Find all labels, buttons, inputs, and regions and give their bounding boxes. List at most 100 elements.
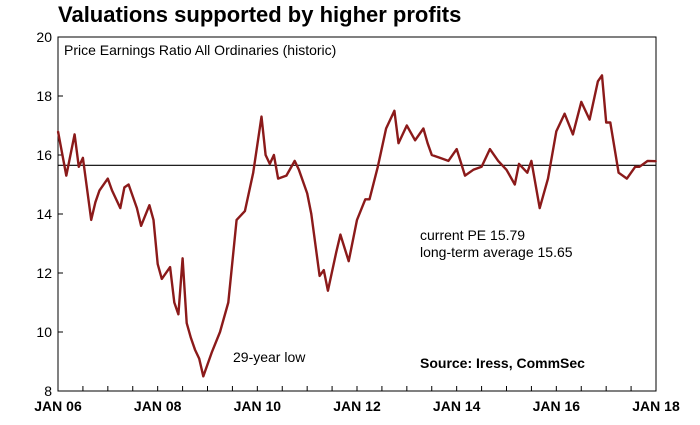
data-point bbox=[555, 130, 558, 133]
data-point bbox=[235, 219, 238, 221]
data-point bbox=[322, 269, 325, 271]
data-point bbox=[94, 201, 97, 204]
x-axis: JAN 06 JAN 08 JAN 10 JAN 12 JAN 14 JAN 16 JAN … bbox=[34, 386, 680, 414]
annotation-long-term-average: long-term average 15.65 bbox=[420, 244, 573, 260]
data-point bbox=[293, 160, 296, 162]
data-point bbox=[655, 160, 657, 163]
data-point bbox=[65, 174, 68, 177]
data-point bbox=[580, 101, 583, 103]
chart-title: Valuations supported by higher profits bbox=[58, 2, 462, 27]
data-point bbox=[260, 115, 263, 118]
data-point bbox=[73, 133, 76, 136]
x-tick-label: JAN 14 bbox=[433, 398, 481, 414]
data-point bbox=[136, 207, 138, 210]
y-tick-label: 18 bbox=[36, 88, 52, 104]
data-point bbox=[464, 174, 466, 177]
annotation-source: Source: Iress, CommSec bbox=[420, 355, 585, 371]
y-tick-label: 20 bbox=[36, 29, 52, 45]
data-point bbox=[364, 198, 367, 201]
data-point bbox=[202, 375, 205, 378]
chart-subtitle: Price Earnings Ratio All Ordinaries (his… bbox=[64, 42, 336, 58]
data-point bbox=[181, 257, 184, 260]
data-point bbox=[98, 189, 101, 192]
data-point bbox=[90, 219, 93, 221]
data-point bbox=[339, 233, 342, 236]
data-point bbox=[185, 322, 188, 324]
data-point bbox=[414, 139, 416, 142]
data-point bbox=[57, 130, 59, 133]
data-point bbox=[173, 301, 176, 304]
data-point bbox=[306, 192, 309, 195]
data-point bbox=[335, 251, 338, 254]
data-point bbox=[285, 174, 288, 177]
data-point bbox=[177, 313, 180, 316]
data-point bbox=[626, 177, 628, 180]
annotation-29-year-low: 29-year low bbox=[233, 349, 306, 365]
data-point bbox=[547, 177, 549, 180]
data-point bbox=[597, 80, 599, 83]
y-tick-label: 16 bbox=[36, 147, 52, 163]
data-point bbox=[244, 210, 246, 213]
data-point bbox=[264, 154, 267, 156]
x-tick-label: JAN 08 bbox=[134, 398, 182, 414]
data-point bbox=[376, 165, 379, 168]
x-tick-label: JAN 06 bbox=[34, 398, 82, 414]
data-point bbox=[273, 154, 275, 156]
data-point bbox=[455, 148, 458, 151]
data-point bbox=[152, 219, 155, 221]
data-point bbox=[227, 301, 230, 304]
data-point bbox=[160, 278, 163, 280]
y-axis: 8 10 12 14 16 18 20 bbox=[36, 29, 63, 399]
data-point bbox=[127, 183, 130, 186]
data-point bbox=[397, 142, 400, 145]
data-point bbox=[368, 198, 371, 201]
data-point bbox=[530, 160, 533, 162]
data-point bbox=[119, 207, 122, 210]
pe-ratio-series-line bbox=[56, 74, 657, 378]
data-point bbox=[385, 127, 387, 130]
data-point bbox=[638, 165, 641, 168]
data-point bbox=[563, 112, 566, 115]
y-tick-label: 12 bbox=[36, 265, 52, 281]
data-point bbox=[538, 207, 541, 210]
data-point bbox=[210, 351, 213, 354]
data-point bbox=[430, 154, 433, 156]
data-point bbox=[356, 219, 358, 221]
x-tick-label: JAN 10 bbox=[234, 398, 282, 414]
data-point bbox=[169, 266, 172, 268]
y-tick-label: 10 bbox=[36, 324, 52, 340]
data-point bbox=[106, 177, 109, 180]
data-point bbox=[609, 121, 612, 124]
data-point bbox=[439, 157, 441, 159]
data-point bbox=[219, 331, 221, 333]
data-point bbox=[426, 142, 429, 145]
data-point bbox=[198, 357, 201, 360]
data-point bbox=[646, 160, 649, 162]
x-tick-label: JAN 12 bbox=[333, 398, 381, 414]
data-point bbox=[123, 186, 126, 189]
data-point bbox=[77, 165, 80, 168]
plot-frame bbox=[57, 36, 657, 392]
data-point bbox=[405, 124, 408, 127]
data-point bbox=[526, 171, 529, 174]
data-point bbox=[194, 348, 196, 351]
data-point bbox=[111, 189, 113, 192]
annotation-current-pe: current PE 15.79 bbox=[420, 227, 525, 243]
data-point bbox=[148, 204, 151, 207]
data-point bbox=[422, 127, 425, 130]
data-point bbox=[252, 171, 255, 174]
x-tick-label: JAN 16 bbox=[533, 398, 581, 414]
data-point bbox=[588, 118, 591, 121]
data-point bbox=[617, 171, 620, 174]
data-point bbox=[480, 165, 483, 168]
data-point bbox=[447, 160, 450, 162]
data-point bbox=[634, 165, 637, 168]
series-points bbox=[57, 74, 657, 378]
y-tick-label: 14 bbox=[36, 206, 52, 222]
data-point bbox=[268, 163, 271, 165]
data-point bbox=[505, 168, 508, 171]
data-point bbox=[156, 263, 159, 265]
data-point bbox=[601, 74, 603, 77]
data-point bbox=[489, 148, 491, 151]
